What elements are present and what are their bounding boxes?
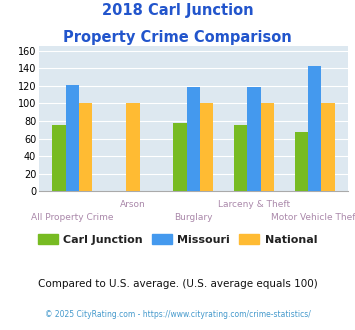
Text: © 2025 CityRating.com - https://www.cityrating.com/crime-statistics/: © 2025 CityRating.com - https://www.city… [45, 310, 310, 319]
Bar [247, 87, 261, 191]
Text: Compared to U.S. average. (U.S. average equals 100): Compared to U.S. average. (U.S. average … [38, 279, 317, 289]
Legend: Carl Junction, Missouri, National: Carl Junction, Missouri, National [33, 230, 322, 249]
Text: Burglary: Burglary [174, 213, 213, 222]
Bar [79, 103, 92, 191]
Text: Motor Vehicle Theft: Motor Vehicle Theft [271, 213, 355, 222]
Bar [187, 87, 200, 191]
Bar [126, 103, 140, 191]
Bar [200, 103, 213, 191]
Text: Arson: Arson [120, 200, 146, 209]
Text: Property Crime Comparison: Property Crime Comparison [63, 30, 292, 45]
Bar [66, 85, 79, 191]
Bar [261, 103, 274, 191]
Text: 2018 Carl Junction: 2018 Carl Junction [102, 3, 253, 18]
Bar [308, 66, 321, 191]
Bar [174, 123, 187, 191]
Bar [53, 125, 66, 191]
Bar [321, 103, 334, 191]
Bar [234, 125, 247, 191]
Bar [295, 132, 308, 191]
Text: All Property Crime: All Property Crime [31, 213, 114, 222]
Text: Larceny & Theft: Larceny & Theft [218, 200, 290, 209]
